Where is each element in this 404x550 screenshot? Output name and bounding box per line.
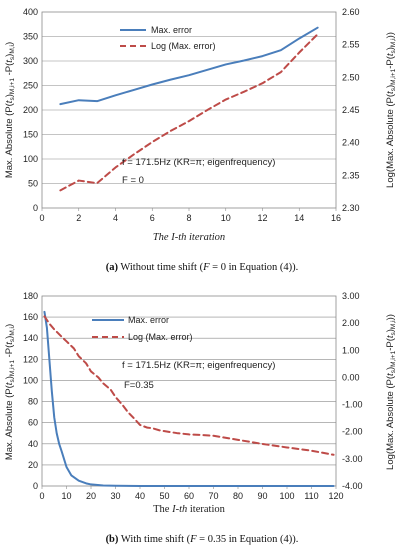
chart-b-y-tick-left: 80: [28, 397, 38, 407]
chart-b-x-tick: 120: [328, 491, 343, 501]
chart-b-x-tick: 30: [110, 491, 120, 501]
chart-b-y-tick-left: 60: [28, 418, 38, 428]
chart-b-y-tick-left: 40: [28, 439, 38, 449]
chart-b-x-tick: 0: [39, 491, 44, 501]
chart-b-x-tick: 90: [257, 491, 267, 501]
chart-a-x-tick: 14: [294, 213, 304, 223]
chart-a-x-tick: 6: [150, 213, 155, 223]
chart-a-y-tick-right: 2.50: [342, 72, 360, 82]
chart-a-legend: Max. error Log (Max. error): [120, 25, 216, 51]
chart-b-x-tick: 10: [61, 491, 71, 501]
chart-a-y-tick-left: 150: [23, 130, 38, 140]
chart-a-y-tick-right: 2.35: [342, 170, 360, 180]
chart-a-legend-log: Log (Max. error): [151, 41, 216, 51]
chart-b-x-ticks: 0 10 20 30 40 50 60 70 80 90 100 110 120: [39, 486, 344, 501]
chart-b-y-tick-right: -3.00: [342, 454, 363, 464]
chart-a-y-tick-left: 250: [23, 81, 38, 91]
chart-b-y-ticks-left: 0 20 40 60 80 100 120 140 160 180: [23, 291, 38, 491]
chart-a-legend-max-error: Max. error: [151, 25, 192, 35]
chart-a-x-tick: 0: [39, 213, 44, 223]
chart-a-y-tick-right: 2.40: [342, 138, 360, 148]
chart-b-annotation-f: F=0.35: [124, 380, 154, 391]
chart-a-y-tick-right: 2.60: [342, 7, 360, 17]
chart-b-x-tick: 110: [304, 491, 318, 501]
chart-b-legend: Max. error Log (Max. error): [92, 315, 193, 342]
chart-b-y-tick-right: 3.00: [342, 291, 360, 301]
chart-a-x-tick: 10: [221, 213, 231, 223]
chart-a-x-tick: 16: [331, 213, 341, 223]
chart-b-series-log-max-error-line: [43, 315, 335, 456]
chart-a-annotation-f: F = 0: [122, 175, 144, 186]
chart-b-y-tick-right: -4.00: [342, 481, 363, 491]
chart-a-annotation-frequency: f = 171.5Hz (KR=π; eigenfrequency): [122, 157, 275, 168]
chart-b: 0 10 20 30 40 50 60 70 80 90 100 110 120 0 20 40 60 80 10…: [4, 291, 397, 545]
chart-b-x-tick: 60: [184, 491, 194, 501]
chart-b-x-tick: 40: [135, 491, 145, 501]
chart-a-y-ticks-right: 2.30 2.35 2.40 2.45 2.50 2.55 2.60: [342, 7, 360, 213]
chart-b-y-tick-left: 0: [33, 481, 38, 491]
chart-b-x-tick: 80: [233, 491, 243, 501]
chart-a-x-tick: 2: [76, 213, 81, 223]
chart-a-y-tick-right: 2.45: [342, 105, 360, 115]
chart-a-series: [59, 26, 319, 192]
chart-b-caption: (b) With time shift (F = 0.35 in Equatio…: [106, 534, 299, 545]
chart-b-y-tick-left: 180: [23, 291, 38, 301]
chart-a-y-tick-left: 200: [23, 105, 38, 115]
chart-b-y-tick-right: -1.00: [342, 400, 363, 410]
chart-a-y-tick-right: 2.55: [342, 40, 360, 50]
chart-a-y-tick-left: 400: [23, 7, 38, 17]
chart-b-series: [43, 310, 335, 487]
chart-a-series-log-max-error-line: [59, 33, 319, 192]
chart-b-y-tick-left: 140: [23, 333, 38, 343]
chart-a: 0 2 4 6 8 10 12 14 16 0 50 100 150 200 250 300 350 400 2…: [4, 7, 397, 273]
chart-a-x-tick: 8: [186, 213, 191, 223]
chart-a-caption: (a) Without time shift (F = 0 in Equatio…: [106, 262, 299, 273]
chart-b-x-axis-title: The I-th iteration: [153, 504, 225, 515]
chart-b-y-tick-left: 160: [23, 312, 38, 322]
chart-a-y-tick-left: 50: [28, 179, 38, 189]
chart-b-y-tick-left: 20: [28, 460, 38, 470]
chart-b-y-axis-title-right: Log(Max. Absolute (P(ts)M,i+1-P(ts)M,i)): [385, 314, 397, 470]
chart-b-x-tick: 20: [86, 491, 96, 501]
chart-b-annotation-frequency: f = 171.5Hz (KR=π; eigenfrequency): [122, 360, 275, 371]
chart-a-x-tick: 4: [113, 213, 118, 223]
chart-b-y-tick-right: 1.00: [342, 345, 360, 355]
chart-a-x-axis-title: The I-th iteration: [153, 232, 225, 243]
chart-b-y-tick-left: 120: [23, 354, 38, 364]
chart-a-y-tick-right: 2.30: [342, 203, 360, 213]
chart-a-x-ticks: 0 2 4 6 8 10 12 14 16: [39, 208, 341, 223]
chart-b-y-tick-right: 0.00: [342, 372, 360, 382]
chart-a-y-axis-title-left: Max. Absolute (P(ts)M,i+1 -P(ts)M,i): [4, 42, 16, 178]
chart-a-y-ticks-left: 0 50 100 150 200 250 300 350 400: [23, 7, 38, 213]
chart-b-x-tick: 100: [279, 491, 294, 501]
chart-a-gridlines: [42, 36, 336, 184]
chart-a-y-tick-left: 0: [33, 203, 38, 213]
chart-b-plot-border: [41, 295, 337, 487]
chart-b-y-axis-title-left: Max. Absolute (P(ts)M,i+1 -P(ts)M,i): [4, 324, 16, 460]
chart-a-y-tick-left: 350: [23, 32, 38, 42]
chart-b-y-tick-right: 2.00: [342, 318, 360, 328]
chart-b-y-tick-right: -2.00: [342, 427, 363, 437]
chart-b-legend-log: Log (Max. error): [128, 332, 193, 342]
chart-a-y-axis-title-right: Log(Max. Absolute (P(ts)M,i+1-P(ts)M,i)): [385, 32, 397, 188]
chart-b-x-tick: 70: [208, 491, 218, 501]
chart-b-x-tick: 50: [159, 491, 169, 501]
chart-b-legend-max-error: Max. error: [128, 315, 169, 325]
chart-a-y-tick-left: 300: [23, 56, 38, 66]
chart-a-y-tick-left: 100: [23, 154, 38, 164]
chart-a-series-max-error-line: [59, 26, 319, 106]
chart-a-x-tick: 12: [257, 213, 267, 223]
chart-b-y-tick-left: 100: [23, 375, 38, 385]
chart-b-series-max-error-line: [43, 310, 335, 487]
chart-b-gridlines: [42, 316, 336, 466]
chart-b-y-ticks-right: -4.00 -3.00 -2.00 -1.00 0.00 1.00 2.00 3.00: [342, 291, 363, 491]
